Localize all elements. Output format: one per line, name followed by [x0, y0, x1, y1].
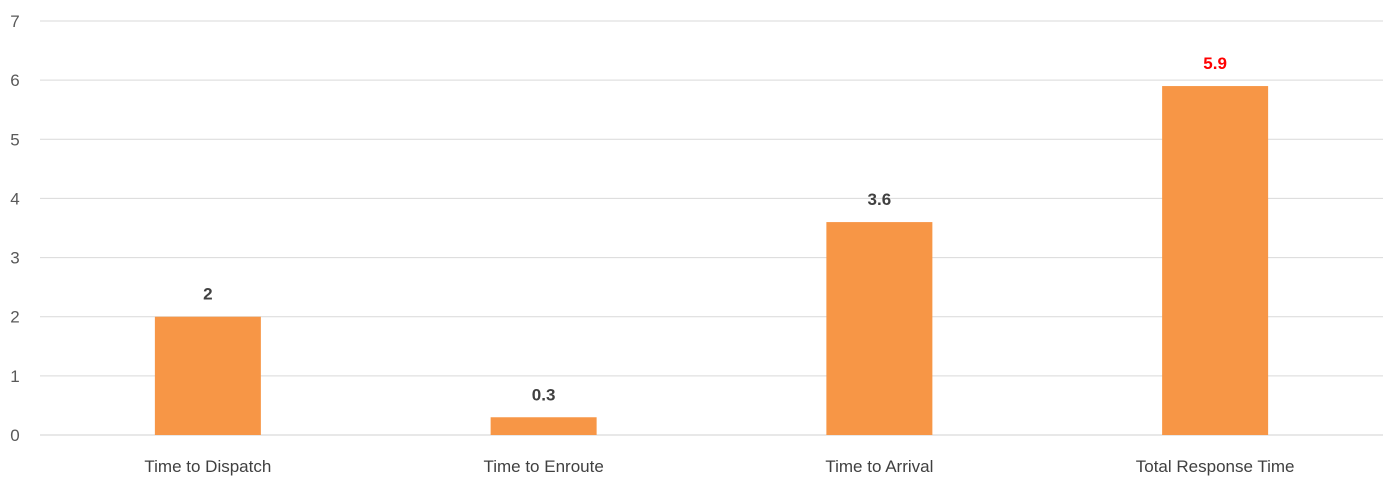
y-tick-label: 7	[10, 12, 19, 31]
x-category-label: Time to Arrival	[825, 457, 933, 476]
y-tick-label: 0	[10, 426, 19, 445]
data-label: 3.6	[868, 190, 892, 209]
bars	[154, 86, 1269, 436]
y-axis-ticks: 0 1 2 3 4 5 6 7	[10, 12, 19, 445]
x-category-label: Total Response Time	[1136, 457, 1295, 476]
bar-time-to-arrival	[826, 222, 933, 435]
data-label: 5.9	[1203, 54, 1227, 73]
data-labels: 2 0.3 3.6 5.9	[203, 54, 1227, 404]
gridlines	[40, 20, 1383, 436]
x-category-label: Time to Dispatch	[144, 457, 271, 476]
y-tick-label: 5	[10, 130, 19, 149]
x-category-label: Time to Enroute	[483, 457, 603, 476]
y-tick-label: 2	[10, 308, 19, 327]
x-axis-categories: Time to Dispatch Time to Enroute Time to A…	[144, 457, 1294, 476]
data-label: 2	[203, 285, 212, 304]
bar-time-to-enroute	[490, 417, 597, 435]
y-tick-label: 6	[10, 71, 19, 90]
y-tick-label: 4	[10, 189, 19, 208]
y-tick-label: 3	[10, 249, 19, 268]
y-tick-label: 1	[10, 367, 19, 386]
data-label: 0.3	[532, 385, 556, 404]
bar-time-to-dispatch	[154, 316, 261, 435]
bar-total-response-time	[1162, 86, 1269, 436]
